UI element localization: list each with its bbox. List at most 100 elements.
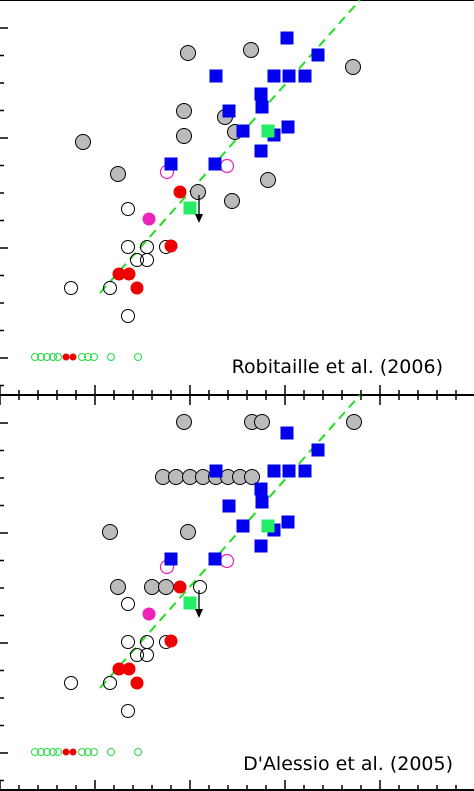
point-red <box>164 239 178 253</box>
point-gray <box>176 414 192 430</box>
point-open <box>140 253 154 267</box>
point-red <box>130 676 144 690</box>
point-red-small <box>69 748 77 756</box>
trend-line <box>99 0 361 294</box>
point-blue-square <box>267 69 281 83</box>
point-open <box>64 676 78 690</box>
point-gray <box>176 103 192 119</box>
point-open <box>130 253 144 267</box>
point-red-small <box>69 353 77 361</box>
point-gray <box>244 469 260 485</box>
point-green-small <box>134 748 142 756</box>
point-open <box>121 202 135 216</box>
point-open <box>121 240 135 254</box>
point-gray <box>243 42 259 58</box>
point-gray <box>176 128 192 144</box>
point-green-square <box>261 124 275 138</box>
panel-bottom-axes <box>0 394 474 791</box>
point-green-small <box>107 748 115 756</box>
point-gray <box>254 414 270 430</box>
point-green-small <box>84 748 92 756</box>
point-green-small <box>78 748 86 756</box>
point-red <box>173 580 187 594</box>
point-green-small <box>49 353 57 361</box>
point-green-small <box>134 353 142 361</box>
point-open <box>130 648 144 662</box>
point-green-small <box>49 748 57 756</box>
point-blue-square <box>255 100 269 114</box>
point-blue-square <box>236 124 250 138</box>
point-gray <box>345 59 361 75</box>
point-blue-square <box>254 144 268 158</box>
point-gray <box>102 524 118 540</box>
point-blue-square <box>281 120 295 134</box>
point-green-small <box>37 353 45 361</box>
point-open <box>140 648 154 662</box>
point-green-square <box>183 596 197 610</box>
point-blue-square <box>208 157 222 171</box>
point-blue-square <box>208 552 222 566</box>
point-green-small <box>107 353 115 361</box>
point-blue-square <box>280 426 294 440</box>
point-red <box>112 662 126 676</box>
point-green-small <box>54 353 62 361</box>
panel-bottom-marks <box>31 414 362 756</box>
point-blue-square <box>311 48 325 62</box>
point-red <box>112 267 126 281</box>
point-gray <box>180 524 196 540</box>
point-green-square <box>261 519 275 533</box>
point-blue-square <box>254 87 268 101</box>
panel-top: Robitaille et al. (2006) <box>0 0 474 396</box>
point-red-small <box>62 353 70 361</box>
point-green-small <box>43 353 51 361</box>
point-red <box>173 185 187 199</box>
point-open <box>140 240 154 254</box>
point-blue-square <box>254 482 268 496</box>
point-gray <box>75 134 91 150</box>
point-blue-square <box>209 464 223 478</box>
point-green-small <box>31 748 39 756</box>
point-gray <box>224 193 240 209</box>
point-green-small <box>90 353 98 361</box>
point-green-square <box>183 201 197 215</box>
point-blue-square <box>254 539 268 553</box>
point-green-small <box>43 748 51 756</box>
point-blue-square <box>280 31 294 45</box>
point-open <box>193 580 207 594</box>
panel-bottom-label: D'Alessio et al. (2005) <box>243 753 453 775</box>
point-open <box>103 676 117 690</box>
point-green-small <box>90 748 98 756</box>
upper-limit-arrow-head <box>195 214 203 223</box>
point-red-small <box>62 748 70 756</box>
point-gray <box>260 172 276 188</box>
point-green-small <box>84 353 92 361</box>
point-red <box>164 634 178 648</box>
point-open <box>103 281 117 295</box>
point-gray <box>180 45 196 61</box>
point-green-small <box>54 748 62 756</box>
point-blue-square <box>267 464 281 478</box>
point-magenta-open <box>219 553 235 569</box>
upper-limit-arrow-head <box>195 609 203 618</box>
point-blue-square <box>209 69 223 83</box>
point-red <box>122 267 136 281</box>
point-green-small <box>37 748 45 756</box>
point-blue-square <box>236 519 250 533</box>
point-gray <box>190 184 206 200</box>
point-red <box>122 662 136 676</box>
point-blue-square <box>164 552 178 566</box>
point-blue-square <box>311 443 325 457</box>
point-gray <box>346 414 362 430</box>
point-open <box>140 635 154 649</box>
point-magenta <box>142 607 156 621</box>
panel-top-marks <box>31 31 361 361</box>
point-red <box>130 281 144 295</box>
point-blue-square <box>222 499 236 513</box>
panel-bottom-trend <box>99 394 361 689</box>
point-gray <box>168 469 184 485</box>
point-blue-square <box>281 515 295 529</box>
point-blue-square <box>298 69 312 83</box>
point-open <box>64 281 78 295</box>
panel-top-trend <box>99 0 361 294</box>
